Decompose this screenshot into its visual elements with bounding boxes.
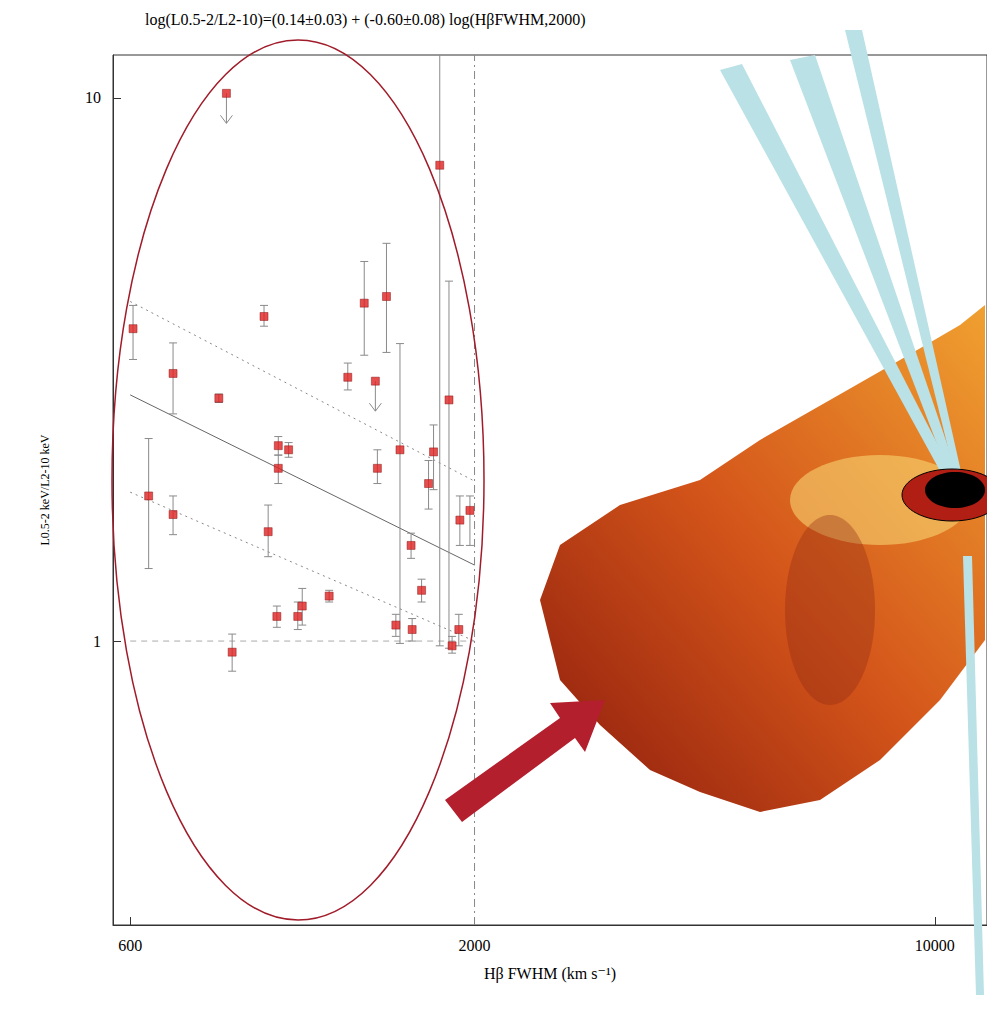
- svg-text:1: 1: [93, 633, 101, 650]
- svg-text:2000: 2000: [459, 937, 491, 954]
- svg-text:10: 10: [85, 89, 101, 106]
- svg-text:L0.5-2 keV/L2-10 keV: L0.5-2 keV/L2-10 keV: [38, 434, 52, 545]
- svg-text:10000: 10000: [915, 937, 955, 954]
- svg-text:600: 600: [118, 937, 142, 954]
- svg-text:Hβ FWHM (km s⁻¹): Hβ FWHM (km s⁻¹): [484, 965, 616, 983]
- svg-text:log(L0.5-2/L2-10)=(0.14±0.03): log(L0.5-2/L2-10)=(0.14±0.03) + (-0.60±0…: [145, 11, 586, 29]
